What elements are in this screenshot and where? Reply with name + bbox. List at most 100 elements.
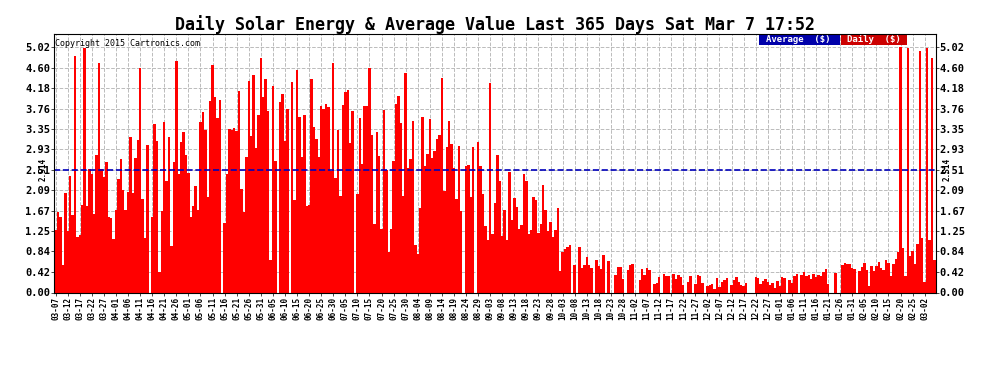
Bar [709, 285, 711, 292]
Bar [808, 274, 810, 292]
Bar [439, 135, 441, 292]
Bar [274, 161, 276, 292]
Bar [387, 252, 390, 292]
Bar [271, 86, 274, 292]
Bar [820, 276, 822, 292]
Bar [648, 270, 650, 292]
Bar [310, 80, 313, 292]
Bar [219, 100, 221, 292]
Bar [147, 145, 148, 292]
Bar [843, 263, 846, 292]
Bar [627, 270, 629, 292]
Bar [559, 271, 561, 292]
Bar [491, 234, 494, 292]
Bar [766, 282, 769, 292]
Bar [144, 238, 147, 292]
Bar [912, 251, 914, 292]
Bar [346, 90, 348, 292]
Bar [895, 259, 897, 292]
Bar [325, 104, 328, 292]
Bar [259, 58, 262, 292]
Bar [595, 261, 598, 292]
Bar [202, 112, 204, 292]
Bar [137, 140, 139, 292]
Bar [296, 70, 298, 292]
Bar [858, 271, 860, 292]
Bar [781, 277, 783, 292]
Bar [455, 199, 457, 292]
Bar [892, 264, 895, 292]
Bar [95, 155, 98, 292]
Bar [568, 246, 571, 292]
Bar [805, 276, 808, 292]
Bar [540, 224, 543, 292]
Bar [776, 281, 779, 292]
Bar [348, 144, 351, 292]
Bar [711, 284, 714, 292]
Bar [444, 192, 446, 292]
Bar [252, 75, 254, 292]
Bar [769, 285, 771, 292]
Bar [209, 101, 211, 292]
Bar [607, 261, 610, 292]
Bar [921, 238, 924, 292]
Bar [506, 240, 508, 292]
Bar [419, 208, 422, 292]
Bar [738, 282, 740, 292]
Bar [723, 280, 726, 292]
Bar [642, 268, 644, 292]
Bar [356, 194, 358, 292]
Title: Daily Solar Energy & Average Value Last 365 Days Sat Mar 7 17:52: Daily Solar Energy & Average Value Last … [175, 15, 815, 34]
Bar [229, 129, 231, 292]
Bar [482, 194, 484, 292]
Bar [566, 246, 568, 292]
Bar [100, 169, 103, 292]
Bar [887, 262, 890, 292]
Bar [701, 283, 704, 292]
Bar [351, 111, 353, 292]
Bar [293, 200, 296, 292]
Bar [842, 266, 843, 292]
Bar [284, 141, 286, 292]
Bar [554, 231, 556, 292]
Bar [842, 34, 908, 45]
Bar [733, 280, 736, 292]
Bar [890, 276, 892, 292]
Bar [267, 111, 269, 292]
Bar [504, 210, 506, 292]
Bar [405, 73, 407, 292]
Bar [716, 278, 719, 292]
Bar [194, 186, 197, 292]
Bar [853, 269, 856, 292]
Bar [549, 222, 551, 292]
Bar [110, 218, 113, 292]
Bar [528, 234, 530, 292]
Bar [563, 249, 566, 292]
Bar [914, 264, 916, 292]
Text: Average  ($): Average ($) [766, 35, 831, 44]
Bar [130, 136, 132, 292]
Bar [335, 177, 337, 292]
Bar [533, 197, 535, 292]
Bar [783, 278, 786, 292]
Bar [472, 147, 474, 292]
Bar [694, 284, 697, 292]
Bar [264, 79, 267, 292]
Bar [556, 209, 559, 292]
Bar [740, 285, 742, 292]
Bar [132, 193, 134, 292]
Bar [64, 193, 66, 292]
Bar [909, 256, 912, 292]
Bar [818, 275, 820, 292]
Bar [875, 266, 877, 292]
Bar [291, 82, 293, 292]
Bar [330, 171, 332, 292]
Bar [546, 231, 549, 292]
Bar [105, 162, 108, 292]
Bar [588, 265, 590, 292]
Bar [224, 224, 226, 292]
Bar [429, 119, 431, 292]
Bar [361, 164, 363, 292]
Bar [662, 274, 665, 292]
Bar [91, 174, 93, 292]
